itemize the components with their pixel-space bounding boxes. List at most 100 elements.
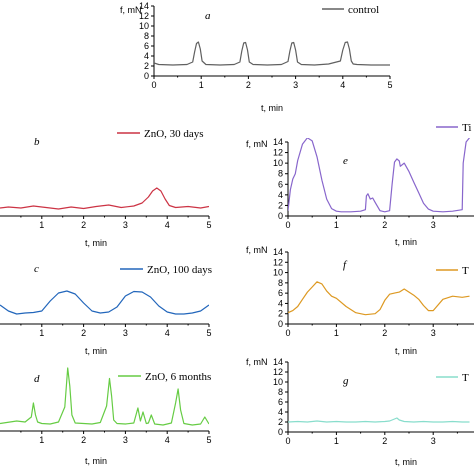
y-tick-label: 8 — [278, 169, 283, 179]
x-tick-label: 2 — [81, 435, 86, 445]
x-tick-label: 2 — [81, 220, 86, 230]
panel-letter: b — [34, 136, 40, 148]
series-line — [0, 290, 209, 315]
legend-label: ZnO, 6 months — [145, 371, 211, 383]
y-axis-label: f, mN — [120, 5, 142, 15]
y-tick-label: 10 — [139, 21, 149, 31]
x-tick-label: 3 — [431, 436, 436, 446]
y-tick-label: 14 — [273, 137, 283, 147]
y-tick-label: 4 — [278, 407, 283, 417]
y-tick-label: 8 — [144, 31, 149, 41]
x-tick-label: 1 — [334, 436, 339, 446]
legend-label: T — [462, 265, 469, 277]
y-tick-label: 14 — [139, 1, 149, 11]
y-tick-label: 6 — [278, 288, 283, 298]
x-tick-label: 1 — [199, 80, 204, 90]
panel-letter: d — [34, 373, 40, 385]
panel-c: 1 2 3 4 5 t, min c ZnO, 100 days — [0, 263, 212, 356]
x-tick-label: 3 — [431, 328, 436, 338]
panel-letter: c — [34, 263, 39, 275]
legend-label: ZnO, 30 days — [144, 128, 204, 140]
x-tick-label: 3 — [123, 435, 128, 445]
x-tick-label: 3 — [123, 328, 128, 338]
y-tick-label: 4 — [278, 298, 283, 308]
panel-letter: g — [343, 375, 349, 387]
legend-label: Ti — [462, 122, 471, 134]
y-tick-label: 6 — [278, 179, 283, 189]
y-tick-label: 10 — [273, 377, 283, 387]
y-axis-label: f, mN — [246, 245, 268, 255]
panel-letter: a — [205, 10, 211, 22]
y-tick-label: 12 — [273, 148, 283, 158]
series-line — [288, 281, 470, 316]
y-tick-label: 2 — [278, 417, 283, 427]
x-tick-label: 2 — [382, 436, 387, 446]
x-tick-label: 3 — [123, 220, 128, 230]
x-tick-label: 1 — [334, 328, 339, 338]
y-tick-label: 2 — [278, 200, 283, 210]
y-tick-label: 8 — [278, 387, 283, 397]
y-tick-label: 2 — [278, 309, 283, 319]
x-tick-label: 2 — [246, 80, 251, 90]
x-tick-label: 0 — [285, 220, 290, 230]
panel-b: 1 2 3 4 5 t, min b ZnO, 30 days — [0, 128, 212, 248]
series-line — [0, 367, 209, 426]
x-tick-label: 1 — [39, 435, 44, 445]
series-line — [154, 41, 390, 66]
y-tick-label: 10 — [273, 268, 283, 278]
x-tick-label: 2 — [382, 220, 387, 230]
y-tick-label: 12 — [273, 367, 283, 377]
x-tick-label: 2 — [81, 328, 86, 338]
legend-label: control — [348, 4, 379, 16]
y-tick-label: 12 — [139, 11, 149, 21]
x-tick-label: 0 — [151, 80, 156, 90]
y-tick-label: 6 — [144, 41, 149, 51]
x-tick-label: 4 — [165, 328, 170, 338]
x-tick-label: 5 — [206, 220, 211, 230]
x-tick-label: 5 — [206, 435, 211, 445]
x-tick-label: 0 — [285, 328, 290, 338]
x-tick-label: 1 — [39, 328, 44, 338]
legend-label: ZnO, 100 days — [147, 264, 212, 276]
y-tick-label: 0 — [278, 319, 283, 329]
x-axis-label: t, min — [395, 457, 417, 467]
series-line — [288, 138, 470, 213]
x-tick-label: 3 — [293, 80, 298, 90]
x-axis-label: t, min — [85, 456, 107, 466]
x-axis-label: t, min — [85, 238, 107, 248]
y-tick-label: 14 — [273, 357, 283, 367]
x-tick-label: 0 — [285, 436, 290, 446]
y-tick-label: 14 — [273, 247, 283, 257]
x-tick-label: 1 — [39, 220, 44, 230]
panel-letter: e — [343, 155, 348, 167]
y-tick-label: 6 — [278, 397, 283, 407]
y-tick-label: 4 — [144, 51, 149, 61]
y-tick-label: 10 — [273, 158, 283, 168]
y-tick-label: 8 — [278, 278, 283, 288]
x-axis-label: t, min — [85, 346, 107, 356]
x-tick-label: 4 — [340, 80, 345, 90]
x-axis-label: t, min — [395, 237, 417, 247]
y-axis-label: f, mN — [246, 357, 268, 367]
y-tick-label: 0 — [144, 71, 149, 81]
x-axis-label: t, min — [395, 346, 417, 356]
panel-d: 1 2 3 4 5 t, min d ZnO, 6 months — [0, 367, 212, 466]
series-line — [0, 187, 209, 210]
y-tick-label: 12 — [273, 257, 283, 267]
x-tick-label: 4 — [165, 435, 170, 445]
y-tick-label: 0 — [278, 427, 283, 437]
panel-letter: f — [343, 259, 348, 271]
x-tick-label: 1 — [334, 220, 339, 230]
y-axis-label: f, mN — [246, 139, 268, 149]
series-line — [288, 417, 470, 423]
x-axis-label: t, min — [261, 103, 283, 113]
x-tick-label: 5 — [387, 80, 392, 90]
legend-label: T — [462, 372, 469, 384]
y-tick-label: 2 — [144, 61, 149, 71]
x-tick-label: 4 — [165, 220, 170, 230]
